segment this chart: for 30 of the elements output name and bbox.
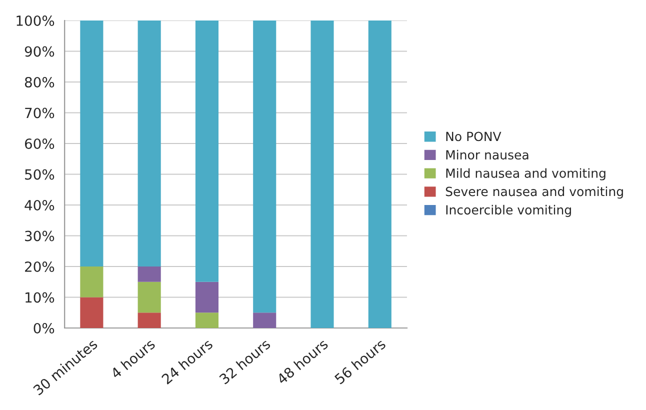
y-tick-label: 70% (25, 108, 54, 118)
bar (253, 312, 276, 328)
bar (138, 282, 161, 313)
bar (195, 282, 218, 313)
bar (195, 312, 218, 328)
bar (80, 20, 104, 266)
y-tick-label: 10% (26, 292, 54, 303)
legend-label: Minor nausea (446, 150, 528, 160)
bar (368, 20, 392, 328)
legend-label: Incoercible vomiting (446, 204, 571, 217)
bar (253, 20, 276, 313)
bar (138, 20, 161, 266)
y-tick-label: 30% (25, 230, 54, 242)
bar (138, 312, 161, 328)
bar (310, 20, 334, 328)
y-tick-label: 90% (24, 46, 54, 57)
y-tick-label: 20% (25, 261, 54, 272)
legend-label: Mild nausea and vomiting (446, 168, 606, 180)
bar (80, 266, 104, 298)
y-tick-label: 50% (25, 169, 54, 180)
bar (80, 297, 104, 328)
bar (138, 266, 161, 282)
y-tick-label: 40% (24, 200, 54, 210)
bar (195, 20, 218, 282)
y-tick-label: 60% (24, 138, 54, 149)
y-tick-label: 0% (34, 322, 54, 334)
legend-label: Severe nausea and vomiting (446, 186, 623, 199)
y-tick-label: 80% (24, 76, 54, 88)
y-tick-label: 100% (16, 15, 54, 26)
legend-label: No PONV (446, 132, 502, 142)
